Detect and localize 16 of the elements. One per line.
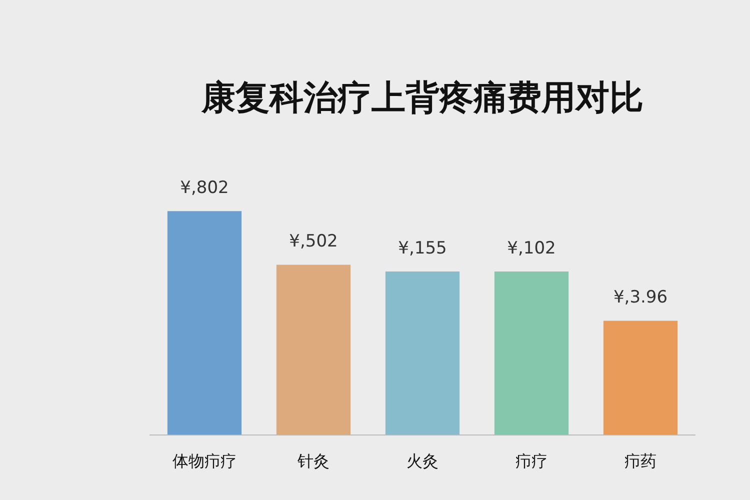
x-tick-label: 体物疖疗 — [172, 452, 236, 471]
bar — [494, 271, 569, 435]
annotation: ¥,3.96 — [613, 288, 668, 308]
annotation: ¥,155 — [398, 238, 447, 258]
annotation: ¥,102 — [507, 238, 556, 258]
chart-title: 康复科治疗上背疼痛费用对比 — [200, 78, 644, 118]
bar — [276, 264, 351, 435]
text: ¥,802 — [180, 178, 229, 198]
x-tick-label: 火灸 — [406, 452, 438, 471]
bar — [167, 211, 242, 435]
annotation: ¥,502 — [289, 232, 338, 252]
x-tick-label: 疖疗 — [516, 452, 548, 471]
x-tick-label: 针灸 — [296, 452, 330, 471]
bar — [385, 271, 460, 435]
x-tick-label: 疖药 — [624, 452, 656, 471]
bar — [603, 320, 678, 435]
